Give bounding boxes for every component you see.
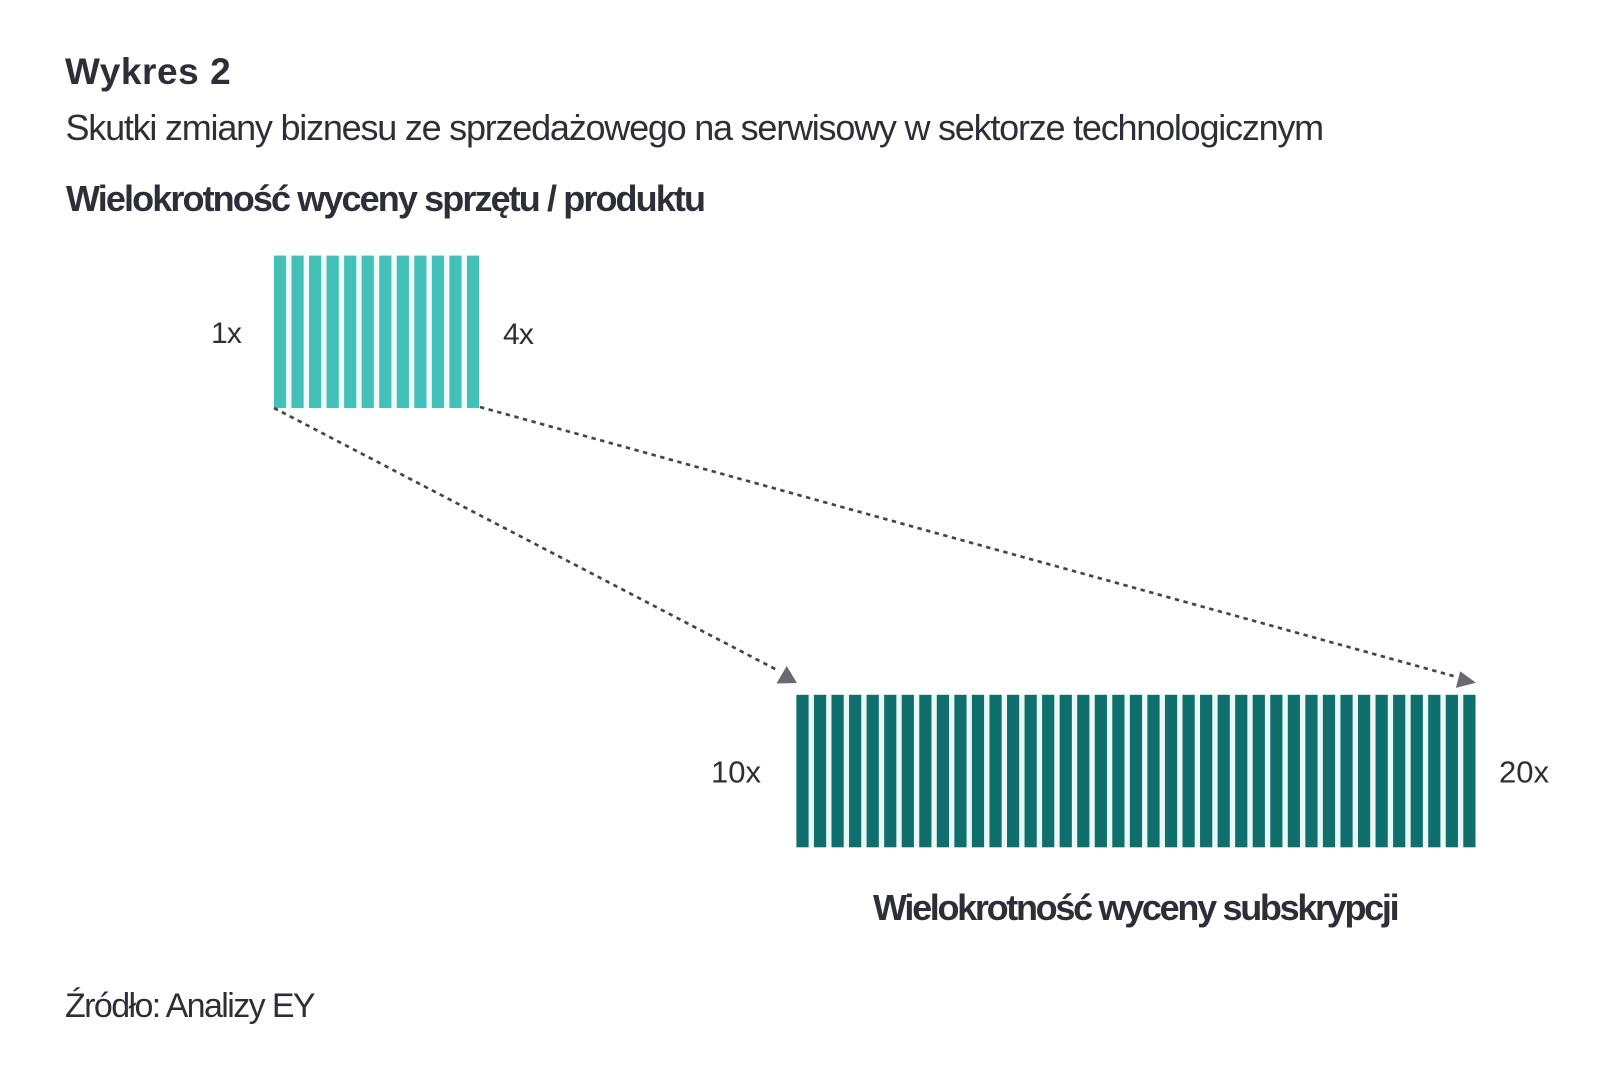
svg-text:10x: 10x	[711, 755, 761, 790]
svg-text:1x: 1x	[211, 317, 242, 350]
svg-text:4x: 4x	[503, 318, 534, 351]
svg-text:Wielokrotność wyceny sprzętu /: Wielokrotność wyceny sprzętu / produktu	[66, 178, 704, 219]
svg-text:Wykres 2: Wykres 2	[65, 51, 231, 92]
svg-text:Źródło: Analizy EY: Źródło: Analizy EY	[65, 987, 315, 1025]
svg-text:Skutki zmiany biznesu ze sprze: Skutki zmiany biznesu ze sprzedażowego n…	[66, 107, 1323, 148]
svg-text:20x: 20x	[1499, 755, 1549, 790]
svg-text:Wielokrotność wyceny subskrypc: Wielokrotność wyceny subskrypcji	[873, 887, 1398, 928]
